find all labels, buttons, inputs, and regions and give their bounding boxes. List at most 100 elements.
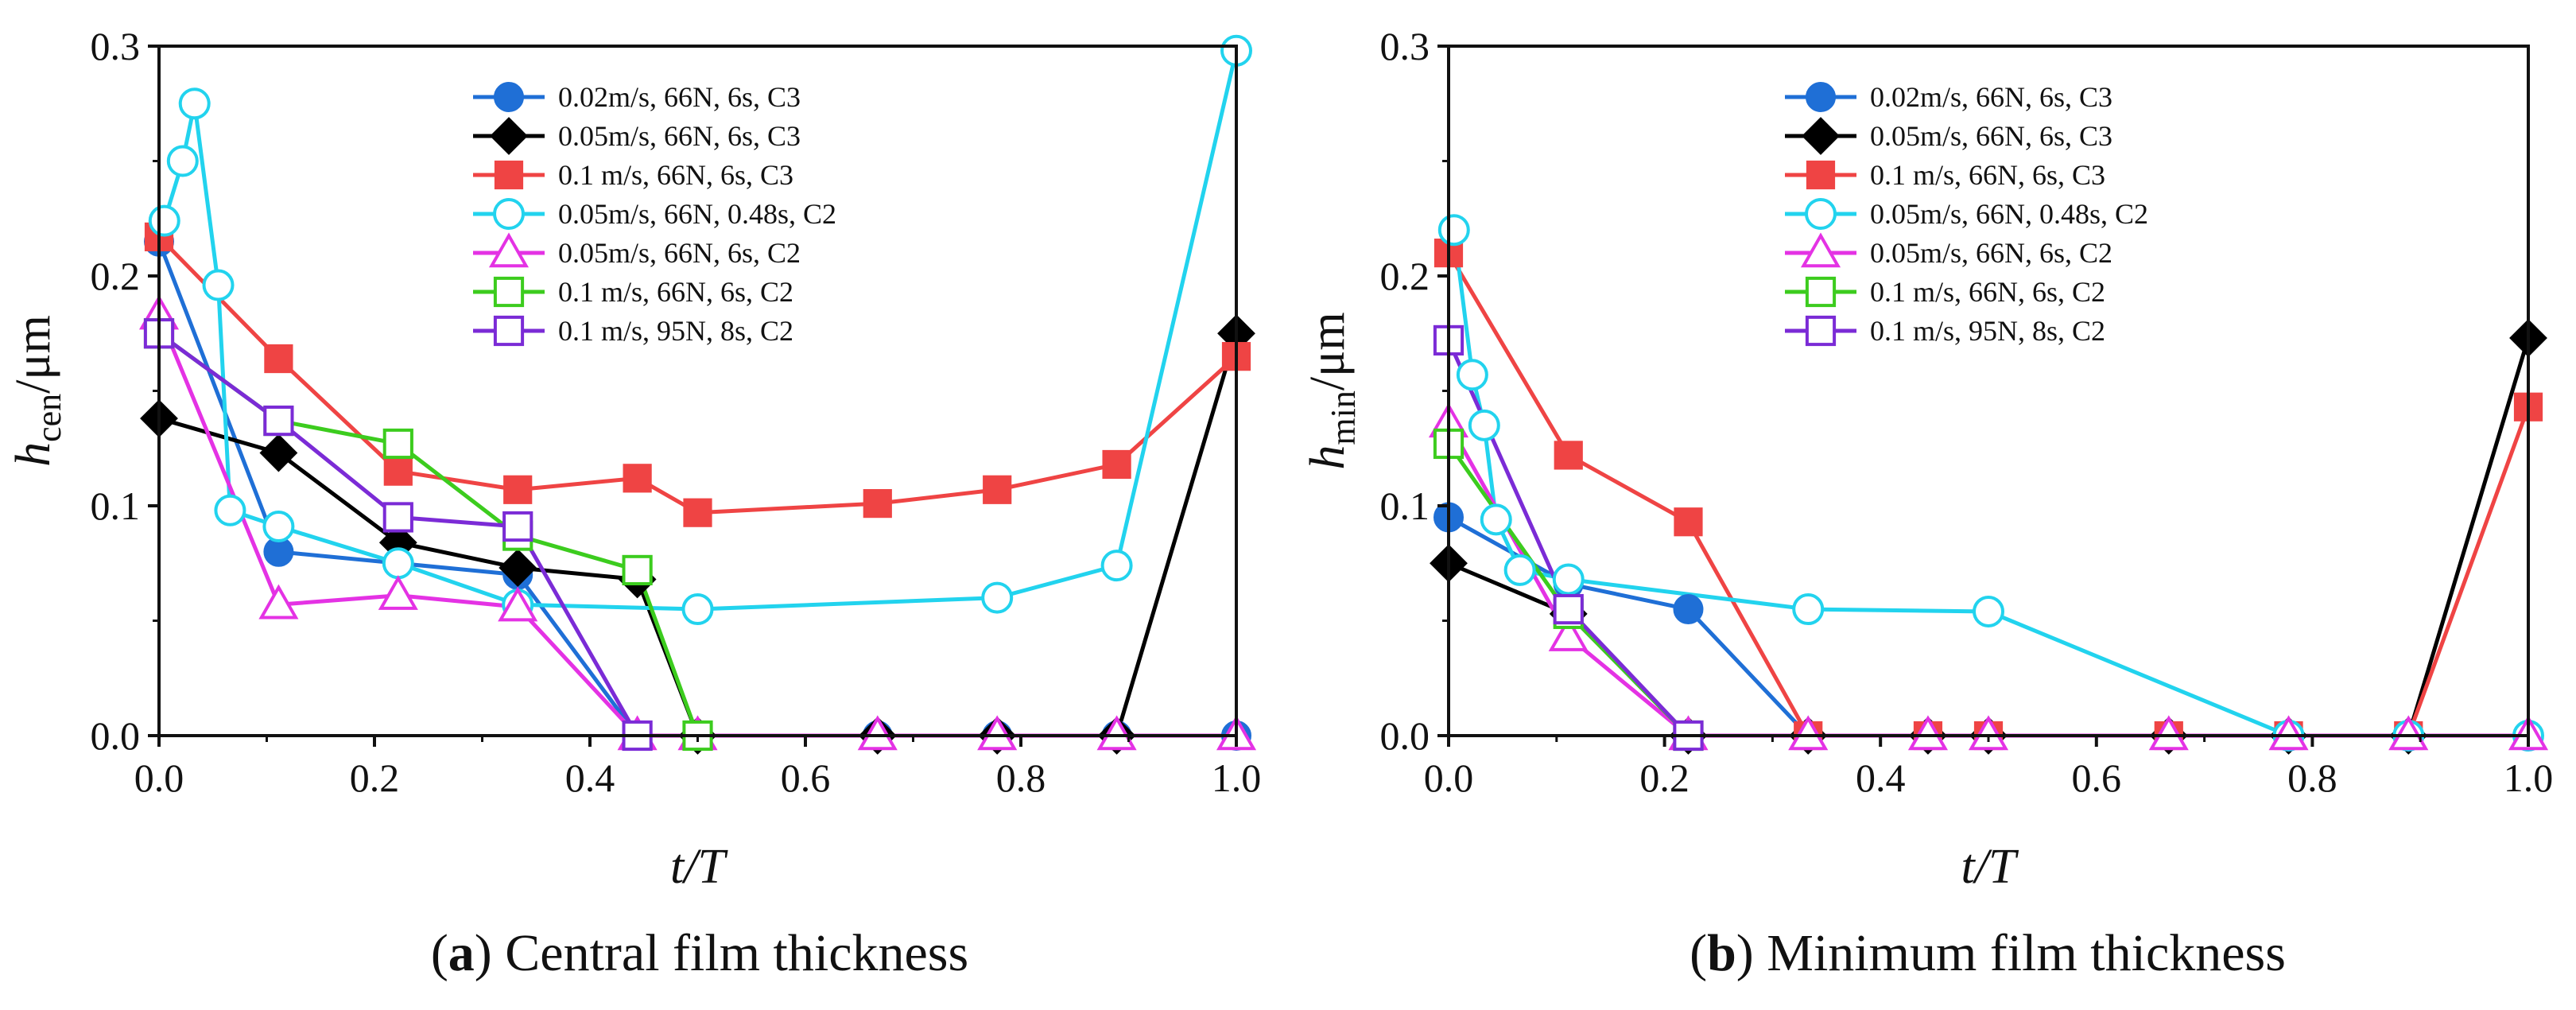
data-point-s4-4 — [1907, 715, 1948, 751]
data-point-s3-10 — [1100, 550, 1133, 582]
data-point-s4-6 — [857, 715, 898, 751]
panel-caption: (a) Central film thickness — [431, 924, 968, 982]
data-point-s3-5 — [1552, 563, 1585, 596]
x-tick-label: 0.2 — [350, 756, 400, 800]
data-point-s2-4 — [623, 464, 652, 493]
y-axis-label-unit: /μm — [6, 315, 60, 394]
legend-entry: 0.1 m/s, 95N, 8s, C2 — [558, 315, 793, 347]
data-point-s5-4 — [622, 554, 653, 586]
legend-marker — [1806, 82, 1836, 112]
y-axis-label-main: h — [1301, 445, 1355, 470]
legend: 0.02m/s, 66N, 6s, C3 0.05m/s, 66N, 6s, C3… — [473, 81, 836, 347]
data-point-s3-0 — [1437, 214, 1470, 247]
legend-marker — [493, 276, 525, 308]
legend-entry: 0.05m/s, 66N, 0.48s, C2 — [1870, 198, 2148, 230]
data-point-s2-5 — [683, 498, 712, 527]
data-point-s2-8 — [1102, 449, 1131, 480]
panel-b: 0.0 0.2 0.4 0.6 0.8 1.0 0.0 0.1 0.2 0.3 t/T hmin/μm… — [1301, 24, 2553, 982]
data-point-s3-6 — [1792, 593, 1825, 626]
data-point-s3-2 — [178, 87, 211, 120]
y-tick-label: 0.2 — [91, 254, 141, 298]
y-axis-label-unit: /μm — [1301, 312, 1355, 390]
data-point-s5-2 — [382, 428, 413, 460]
y-tick-label: 0.3 — [1380, 24, 1430, 68]
legend-entry: 0.05m/s, 66N, 6s, C2 — [558, 237, 801, 269]
x-tick-label: 1.0 — [2504, 756, 2554, 800]
data-point-s3-3 — [202, 269, 235, 301]
caption-text: ) Central film thickness — [475, 924, 968, 982]
legend: 0.02m/s, 66N, 6s, C3 0.05m/s, 66N, 6s, C3… — [1785, 81, 2148, 347]
data-point-s6-2 — [382, 502, 413, 533]
legend-marker — [494, 160, 524, 190]
data-point-s0-2 — [1673, 594, 1704, 625]
data-point-s3-4 — [214, 494, 246, 526]
legend-marker — [1805, 276, 1837, 308]
data-point-s3-8 — [681, 593, 714, 626]
data-point-s6-1 — [263, 405, 294, 437]
data-point-s3-3 — [1480, 503, 1512, 536]
data-point-s3-0 — [148, 204, 180, 237]
data-point-s3-1 — [166, 145, 199, 177]
data-point-s4-2 — [378, 575, 418, 610]
y-axis-label: hcen/μm — [6, 315, 68, 467]
data-point-s3-7 — [1973, 595, 2004, 627]
y-axis-label: hmin/μm — [1301, 312, 1363, 469]
y-tick-label: 0.3 — [91, 24, 141, 68]
data-point-s1-3 — [499, 549, 537, 587]
caption-paren-open: ( — [431, 924, 448, 982]
legend-entry: 0.1 m/s, 66N, 6s, C3 — [1870, 159, 2105, 191]
data-point-s2-6 — [863, 489, 892, 519]
y-axis-label-sub: min — [1324, 390, 1363, 445]
legend-marker — [490, 117, 528, 155]
series-line-2 — [157, 235, 1238, 515]
data-point-s4-3 — [498, 586, 538, 622]
legend-marker — [1805, 315, 1837, 347]
legend-entry: 0.05m/s, 66N, 6s, C2 — [1870, 237, 2112, 269]
data-point-s2-3 — [503, 475, 533, 504]
y-tick-label: 0.0 — [91, 713, 141, 758]
x-tick-label: 0.4 — [1856, 756, 1906, 800]
data-point-s2-7 — [983, 475, 1012, 504]
x-axis-label: t/T — [1961, 840, 2019, 894]
x-tick-label: 0.0 — [134, 756, 184, 800]
caption-letter: a — [448, 924, 475, 982]
x-tick-label: 0.8 — [2287, 756, 2337, 800]
caption-text: ) Minimum film thickness — [1736, 924, 2286, 982]
legend-entry: 0.1 m/s, 95N, 8s, C2 — [1870, 315, 2105, 347]
data-point-s2-2 — [1674, 507, 1703, 537]
series-line-1 — [1448, 337, 2531, 738]
legend-entry: 0.1 m/s, 66N, 6s, C3 — [558, 159, 793, 191]
legend-entry: 0.02m/s, 66N, 6s, C3 — [1870, 81, 2112, 113]
legend-entry: 0.02m/s, 66N, 6s, C3 — [558, 81, 801, 113]
y-tick-label: 0.1 — [91, 484, 141, 528]
legend-marker — [488, 232, 530, 268]
data-point-s3-4 — [1503, 554, 1536, 586]
x-tick-label: 0.0 — [1424, 756, 1474, 800]
series-line-4 — [1446, 421, 2528, 738]
y-tick-label: 0.2 — [1380, 254, 1430, 298]
data-point-s4-7 — [977, 715, 1018, 751]
data-point-s6-1 — [1553, 593, 1584, 625]
data-point-s4-3 — [1788, 715, 1829, 751]
y-axis-label-sub: cen — [29, 394, 68, 442]
data-point-s3-2 — [1468, 409, 1500, 441]
data-point-s4-6 — [2148, 715, 2189, 751]
legend-entry: 0.05m/s, 66N, 0.48s, C2 — [558, 198, 836, 230]
series-line-1 — [158, 332, 1239, 738]
legend-marker — [1805, 198, 1837, 230]
x-tick-label: 0.8 — [996, 756, 1046, 800]
legend-marker — [493, 198, 525, 230]
data-point-s3-6 — [382, 547, 414, 580]
data-point-s6-3 — [502, 511, 533, 542]
caption-paren-open: ( — [1690, 924, 1707, 982]
data-point-s4-8 — [2388, 715, 2429, 751]
data-point-s4-5 — [1968, 715, 2009, 751]
legend-marker — [1802, 117, 1840, 155]
data-point-s2-2 — [383, 456, 413, 486]
legend-entry: 0.05m/s, 66N, 6s, C3 — [1870, 120, 2112, 152]
x-tick-label: 1.0 — [1212, 756, 1262, 800]
legend-marker — [1806, 160, 1836, 190]
data-point-s3-5 — [262, 511, 295, 543]
data-point-s4-1 — [1548, 616, 1589, 651]
